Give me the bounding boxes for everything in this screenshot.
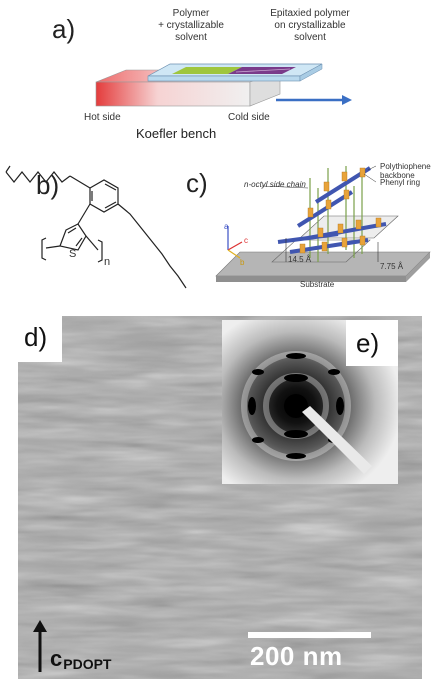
panel-c-label: c) <box>186 168 208 198</box>
side-chain-label: n-octyl side chain <box>244 180 306 189</box>
panel-d-label: d) <box>24 322 48 352</box>
epitaxied-polymer-label: Epitaxied polymer on crystallizable solv… <box>270 8 350 43</box>
packing-model <box>215 165 431 282</box>
phenyl-label: Phenyl ring <box>380 178 421 187</box>
diffraction-pattern <box>222 320 398 484</box>
substrate-label: Substrate <box>300 280 335 289</box>
axis-b-label: b <box>240 258 245 267</box>
scale-bar-label: 200 nm <box>250 641 343 671</box>
scale-bar <box>248 632 371 638</box>
axis-c-label: c <box>244 236 248 245</box>
c-axis-arrow-icon <box>33 620 47 672</box>
backbone-label: Polythiophene backbone <box>380 162 431 180</box>
panel-e-label-box <box>346 320 398 366</box>
c-vector-label: cPDOPT <box>50 646 112 672</box>
beam-stop <box>302 406 372 474</box>
pdopt-structure <box>5 165 187 289</box>
koefler-bench-label: Koefler bench <box>136 126 217 141</box>
axis-a-label: a <box>224 222 229 231</box>
panel-e-label: e) <box>356 328 380 358</box>
polymer-solvent-label: Polymer + crystallizable solvent <box>158 8 224 43</box>
spacing-7-label: 7.75 Å <box>380 262 404 271</box>
polymer-film <box>172 67 242 74</box>
repeat-subscript: n <box>104 256 111 268</box>
panel-d-label-box <box>18 316 62 362</box>
panel-a-label: a) <box>52 14 76 44</box>
spacing-14-label: 14.5 Å <box>288 255 312 264</box>
koefler-bench-diagram <box>95 63 352 107</box>
hot-side-label: Hot side <box>84 112 121 123</box>
sulfur-atom: S <box>69 248 77 260</box>
cold-side-label: Cold side <box>228 112 270 123</box>
